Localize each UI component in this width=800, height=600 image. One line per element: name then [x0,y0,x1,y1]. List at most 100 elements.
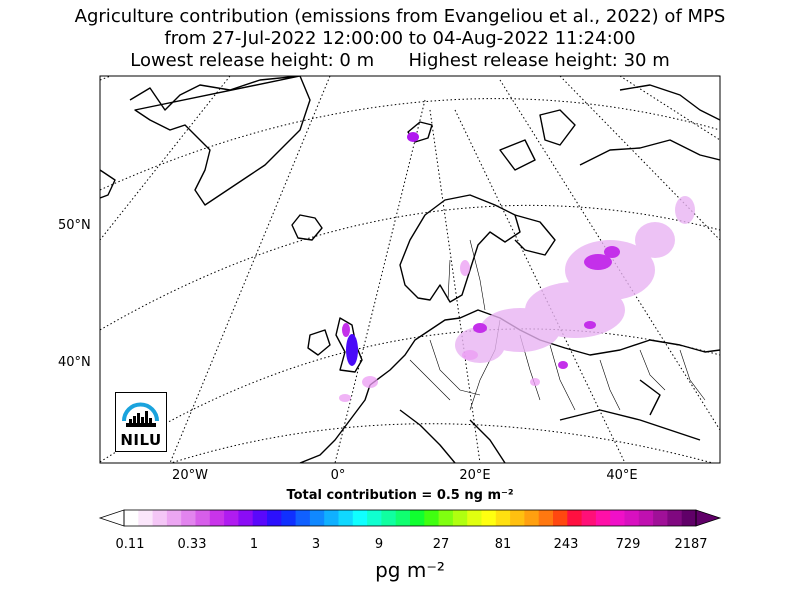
colorbar-segment [467,510,482,526]
colorbar-segment [553,510,568,526]
colorbar-max-arrow [695,509,722,527]
colorbar-segment [595,510,611,526]
meridian-line [100,76,231,241]
figure-title-line-2: from 27-Jul-2022 12:00:00 to 04-Aug-2022… [164,28,636,49]
plume-patch [462,350,478,360]
country-borders [409,239,706,411]
colorbar-tick-label: 2187 [674,537,708,552]
colorbar-segment [538,510,554,526]
colorbar-segment [209,510,225,526]
colorbar-segment [367,510,382,526]
caspian-coast [639,379,661,416]
lon-label-20e: 20°E [459,468,491,483]
balkan-coast [469,419,506,463]
scandinavia-coast [399,194,521,303]
colorbar-segment [638,510,654,526]
plume-patch [675,196,695,224]
colorbar-segment [267,510,282,526]
colorbar-segment [152,510,168,526]
lat-label-40n: 40°N [58,355,91,370]
colorbar-segment [352,510,368,526]
colorbar-segment [252,510,268,526]
plume-core [558,361,568,369]
colorbar-segment [224,510,239,526]
colorbar-segment [309,510,325,526]
plume-core [604,246,620,258]
colorbar-segment [424,510,440,526]
colorbar-tick-label: 1 [249,537,259,552]
colorbar-segment [338,510,354,526]
colorbar-segment [653,510,668,526]
latitude-line [100,98,720,191]
colorbar-tick-label: 0.11 [115,537,145,552]
lon-label-20w: 20°W [172,468,208,483]
plume-patch [339,394,351,402]
nilu-logo-graphic [122,402,159,427]
colorbar-segment [681,510,697,526]
plume-patch [530,378,540,386]
latitude-line [100,204,720,331]
colorbar-tick-label: 243 [553,537,579,552]
siberia-coast [619,84,720,121]
colorbar-segment [410,510,425,526]
canada-coast [100,169,116,199]
iberia-coast [299,384,371,463]
colorbar-segment [381,510,397,526]
lat-label-50n: 50°N [58,218,91,233]
colorbar-tick-label: 27 [432,537,450,552]
kola-coast [514,214,556,256]
plume-core-uk [346,334,358,366]
colorbar-segment [667,510,683,526]
colorbar-segment [581,510,597,526]
meridian-line [169,76,331,463]
plume-core-svalbard [407,132,419,142]
figure-title-line-1: Agriculture contribution (emissions from… [74,6,726,27]
colorbar-segment [281,510,297,526]
plume-core [584,321,596,329]
colorbar-min-arrow [98,509,125,527]
novaya-zemlya-coast [539,109,576,146]
colorbar [124,510,697,526]
colorbar-segment [295,510,311,526]
colorbar-segment [624,510,640,526]
latitude-line [100,328,720,463]
colorbar-segment [195,510,211,526]
ireland-coast [307,329,331,356]
concentration-field [339,132,695,402]
great-britain-coast [335,317,363,373]
figure-title-line-3: Lowest release height: 0 m Highest relea… [130,50,670,71]
colorbar-tick-label: 729 [615,537,641,552]
iceland-coast [291,214,323,241]
colorbar-segment [181,510,196,526]
plume-core [473,323,487,333]
map-content [100,76,720,463]
colorbar-segment [452,510,468,526]
meridian-line [499,79,720,431]
lon-label-40e: 40°E [606,468,638,483]
plume-core [584,254,612,270]
colorbar-segment [567,510,583,526]
colorbar-segment [524,510,540,526]
colorbar-segment [395,510,411,526]
italy-coast [399,409,456,463]
colorbar-segment [438,510,454,526]
plume-patch [635,222,675,258]
lon-label-0: 0° [330,468,346,483]
colorbar-tick-label: 0.33 [177,537,207,552]
colorbar-segment [610,510,625,526]
plume-patch [460,260,470,276]
black-sea-coast [559,409,701,441]
colorbar-unit-label: pg m⁻² [375,558,445,582]
greenland-coast [129,76,311,206]
coastlines [100,76,720,463]
colorbar-segment [495,510,511,526]
colorbar-segment [324,510,339,526]
colorbar-tick-label: 3 [311,537,321,552]
meridian-line [454,109,626,463]
colorbar-tick-label: 81 [494,537,512,552]
colorbar-tick-label: 9 [374,537,384,552]
colorbar-segment [238,510,254,526]
nilu-logo-text: NILU [120,431,162,449]
plume-patch [362,376,378,388]
